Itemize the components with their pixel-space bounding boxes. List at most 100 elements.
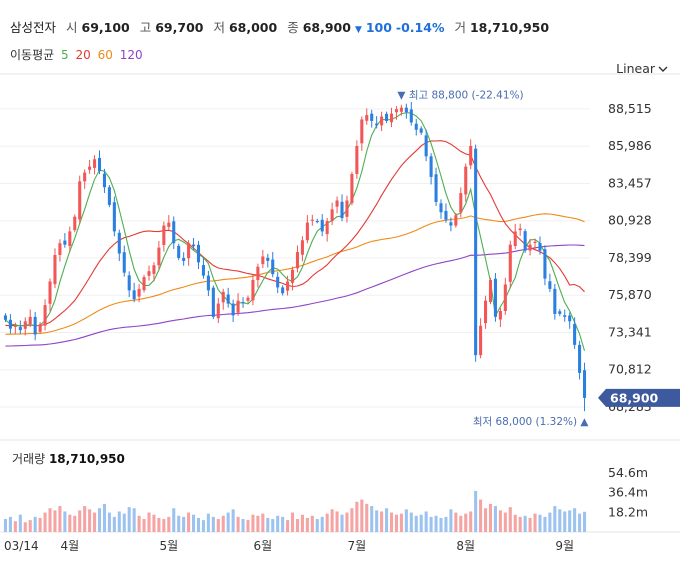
volume-value: 18,710,950 [469,20,550,35]
candle [271,252,275,278]
volume-bar [424,511,428,532]
scale-selector[interactable]: Linear [616,61,668,76]
candle-body [573,323,577,345]
y-tick-label: 88,515 [608,101,652,116]
volume-bar [300,514,304,532]
candle [102,168,106,193]
volume-bar [350,508,354,532]
candle-body [582,370,587,398]
y-tick-label: 83,457 [608,175,652,190]
volume-bar [399,513,403,532]
candles [3,101,587,412]
volume-bar [310,515,314,532]
candle [13,322,17,334]
volume-bar [360,499,364,532]
volume-bar [385,508,389,532]
volume-bar [315,519,319,532]
candle [543,245,547,286]
candle-body [127,275,131,291]
candle-body [558,311,562,314]
volume-tick-label: 36.4m [608,485,648,500]
y-tick-label: 85,986 [608,138,652,153]
candle-body [132,290,136,300]
candle-body [157,247,161,266]
volume-bar [28,520,32,532]
candle-body [464,166,468,195]
candle-body [226,294,230,304]
candle [340,194,344,222]
candle-body [63,240,67,245]
x-tick-label: 9월 [555,539,574,553]
candle-body [528,244,532,251]
candle [389,107,394,128]
volume-bar [236,516,240,532]
candle-body [8,319,12,329]
candle-body [241,301,245,304]
volume-bar [102,503,106,532]
candle-body [310,219,314,221]
candle-body [350,173,354,204]
volume-bar [503,512,507,532]
candle [385,111,389,124]
volume-bar [573,508,577,532]
volume-bar [335,511,339,532]
volume-bar [493,506,497,532]
volume-bar [380,511,384,532]
volume-bar [18,514,22,532]
volume-bar [290,512,295,532]
ma-120-line [5,244,585,347]
candle-body [493,278,497,317]
volume-bar [182,516,186,532]
candle [434,167,438,206]
close-label: 종 [287,20,299,35]
change-percent: -0.14% [395,20,445,35]
candle [518,223,522,236]
volume-bar [469,511,473,532]
current-price-tag: 68,900 [598,388,680,407]
candle-body [43,305,47,326]
candle-body [13,325,17,327]
candle [310,214,314,226]
moving-average-legend[interactable]: 이동평균 5 20 60 120 [10,46,143,63]
candle-body [73,216,77,231]
volume-bar [266,517,270,532]
volume-bar [414,515,418,532]
candle [196,240,201,269]
candle-body [449,222,453,226]
candle-body [394,109,398,113]
volume-bar [578,513,582,532]
volume-bar [3,519,8,532]
candle-body [320,219,324,232]
volume-bar [375,510,379,532]
volume-bar [137,515,141,532]
candle-body [370,113,374,121]
volume-bar [404,509,408,532]
candle [83,169,87,189]
x-tick-label: 5월 [159,539,178,553]
candle [266,253,270,268]
volume-bar [132,508,136,532]
candle-body [177,245,181,258]
candle [474,144,478,362]
candle [558,309,562,317]
candle [38,322,42,335]
volume-bar [320,516,324,532]
candle [548,273,552,292]
volume-bar [83,506,87,532]
x-tick-label: 7월 [348,539,367,553]
volume-bar [548,512,552,532]
candle-body [192,244,196,247]
candle [167,215,171,230]
volume-bar [454,512,458,532]
ma-5-line [5,112,586,351]
chevron-down-icon [658,66,668,72]
candle [18,320,22,335]
volume-bar [449,509,453,532]
candle-body [112,202,116,232]
candle [454,213,458,228]
volume-bar [345,512,349,532]
volume-tick-label: 54.6m [608,465,648,480]
volume-bar [568,510,572,532]
volume-panel-label: 거래량 18,710,950 [12,450,125,467]
